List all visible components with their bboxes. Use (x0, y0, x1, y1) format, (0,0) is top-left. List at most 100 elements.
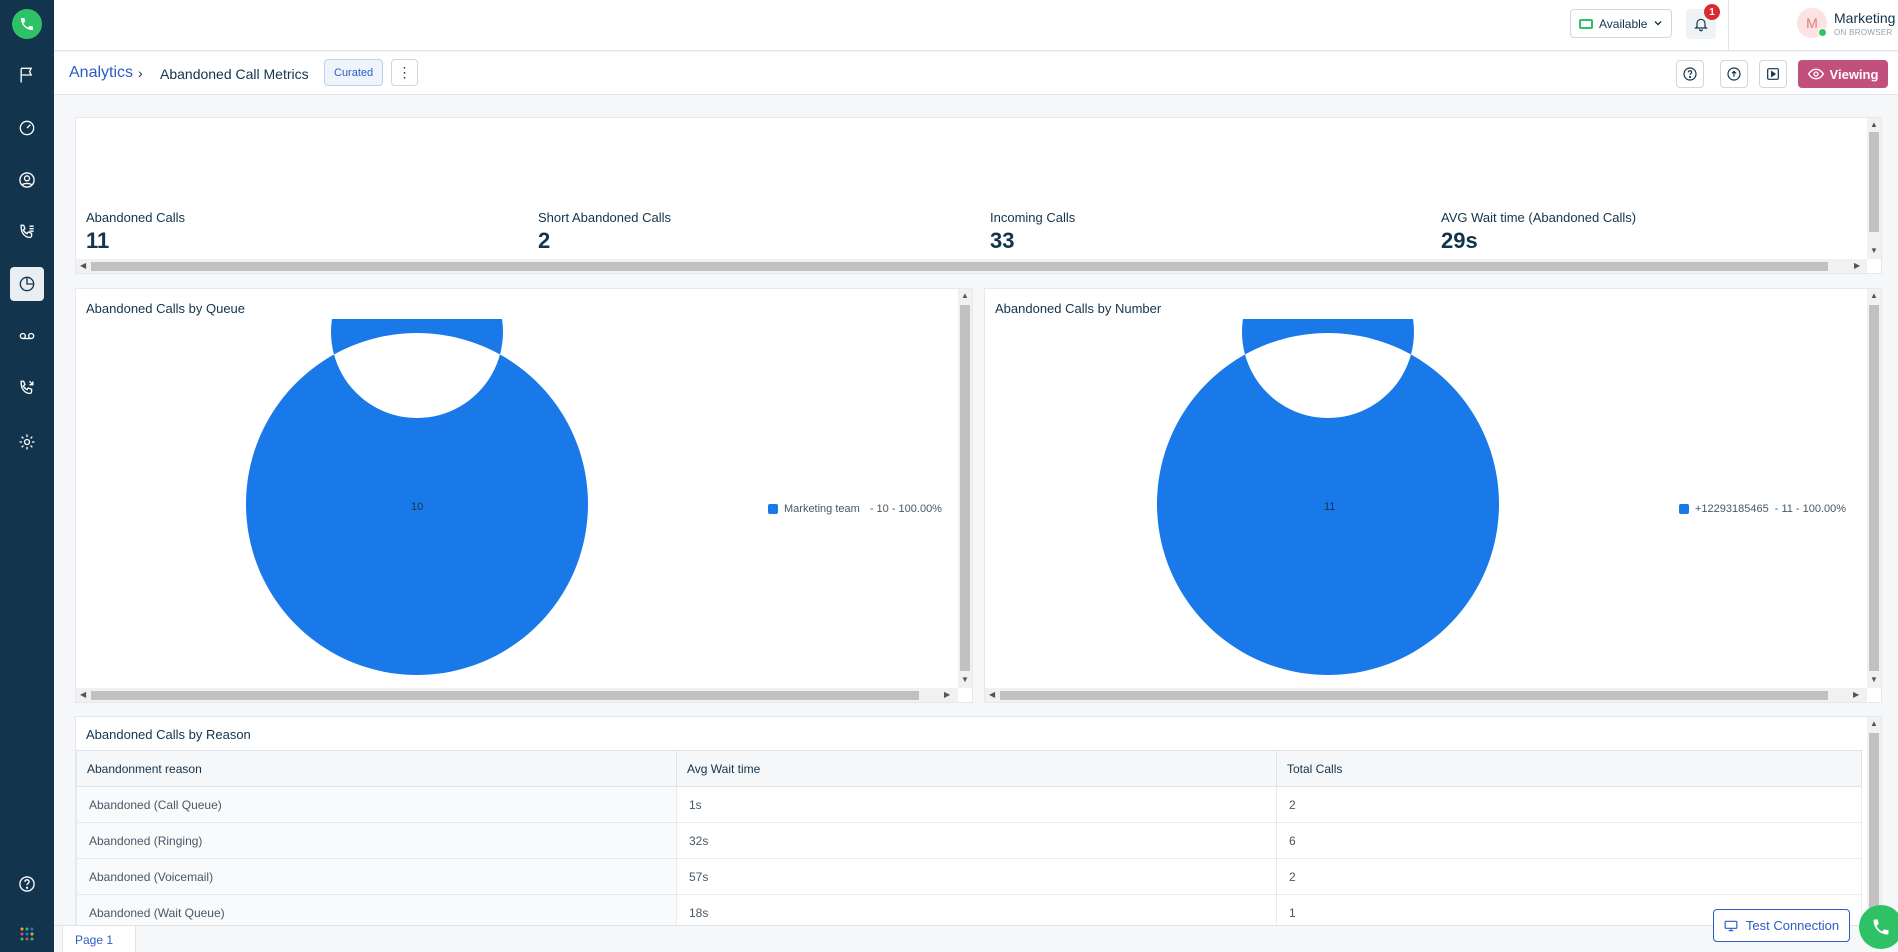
kpi-label: AVG Wait time (Abandoned Calls) (1441, 210, 1637, 225)
scroll-thumb[interactable] (1869, 305, 1879, 671)
notification-badge: 1 (1704, 4, 1720, 20)
scroll-down-arrow[interactable]: ▼ (1870, 675, 1878, 684)
number-legend-item[interactable]: +12293185465 - 11 - 100.00% (1679, 503, 1846, 515)
viewing-label: Viewing (1829, 66, 1879, 82)
scroll-thumb[interactable] (960, 305, 970, 671)
speedometer-icon[interactable] (10, 111, 44, 145)
sidebar (0, 0, 54, 952)
scroll-up-arrow[interactable]: ▲ (961, 291, 969, 300)
page-title: Abandoned Call Metrics (160, 66, 309, 82)
breadcrumb-separator: › (138, 65, 143, 81)
horizontal-scrollbar[interactable]: ◀ ▶ (76, 688, 958, 702)
donut-slice[interactable] (246, 319, 588, 675)
donut-slice[interactable] (1157, 319, 1499, 675)
table-cell: 2 (1276, 786, 1862, 823)
column-header[interactable]: Total Calls (1276, 750, 1862, 787)
scroll-left-arrow[interactable]: ◀ (989, 690, 996, 699)
kpi-value: 11 (86, 228, 110, 253)
analytics-icon[interactable] (10, 267, 44, 301)
reason-table-title: Abandoned Calls by Reason (86, 727, 251, 742)
eye-icon (1807, 68, 1824, 80)
table-cell: 32s (676, 822, 1277, 859)
play-icon (1767, 68, 1779, 80)
divider (1728, 0, 1729, 51)
table-cell: 1s (676, 786, 1277, 823)
flag-icon[interactable] (10, 58, 44, 92)
scroll-left-arrow[interactable]: ◀ (80, 261, 87, 270)
kpi-label: Incoming Calls (990, 210, 1076, 225)
number-donut-center-label: 11 (1324, 501, 1336, 513)
scroll-thumb[interactable] (91, 262, 1828, 271)
apps-grid-icon[interactable] (10, 917, 44, 951)
queue-chart-panel: Abandoned Calls by Queue 10 Marketing te… (75, 288, 973, 703)
upload-icon (1727, 67, 1741, 81)
table-row: Abandoned (Voicemail) 57s 2 (76, 858, 1862, 895)
call-button[interactable] (1859, 905, 1898, 949)
monitor-icon (1724, 920, 1738, 931)
scroll-down-arrow[interactable]: ▼ (1870, 246, 1878, 255)
legend-swatch (768, 504, 778, 514)
viewing-button[interactable]: Viewing (1798, 60, 1888, 88)
table-cell: 6 (1276, 822, 1862, 859)
user-status-sub: ON BROWSER (1834, 28, 1893, 37)
queue-donut-center-label: 10 (411, 501, 424, 513)
availability-dropdown[interactable]: Available (1570, 9, 1672, 38)
gear-icon[interactable] (10, 425, 44, 459)
contact-icon[interactable] (10, 163, 44, 197)
kpi-label: Short Abandoned Calls (538, 210, 671, 225)
legend-detail: - 11 - 100.00% (1774, 503, 1847, 515)
test-connection-button[interactable]: Test Connection (1713, 909, 1850, 942)
phone-settings-icon[interactable] (10, 371, 44, 405)
table-row: Abandoned (Ringing) 32s 6 (76, 822, 1862, 859)
vertical-scrollbar[interactable]: ▲ ▼ (958, 289, 972, 688)
page-tab[interactable]: Page 1 (62, 926, 136, 952)
queue-legend-item[interactable]: Marketing team - 10 - 100.00% (768, 503, 942, 515)
help-icon[interactable] (10, 867, 44, 901)
call-log-icon[interactable] (10, 215, 44, 249)
table-cell: Abandoned (Ringing) (76, 822, 677, 859)
scroll-up-arrow[interactable]: ▲ (1870, 719, 1878, 728)
vertical-scrollbar[interactable]: ▲ (1867, 717, 1881, 935)
reason-table: Abandonment reason Avg Wait time Total C… (76, 750, 1862, 931)
breadcrumb-analytics[interactable]: Analytics (69, 64, 134, 81)
vertical-scrollbar[interactable]: ▲ ▼ (1867, 118, 1881, 259)
vertical-scrollbar[interactable]: ▲ ▼ (1867, 289, 1881, 688)
kpi-value: 33 (990, 228, 1015, 253)
number-chart-panel: Abandoned Calls by Number 11 +1229318546… (984, 288, 1882, 703)
help-button[interactable] (1676, 60, 1704, 88)
kpi-value: 29s (1441, 228, 1478, 253)
legend-detail: - 10 - 100.00% (869, 503, 942, 515)
monitor-icon (1579, 18, 1593, 29)
bell-icon (1694, 18, 1708, 32)
number-donut-chart (1157, 319, 1499, 675)
scroll-up-arrow[interactable]: ▲ (1870, 291, 1878, 300)
table-row: Abandoned (Call Queue) 1s 2 (76, 786, 1862, 823)
chevron-down-icon (1654, 21, 1662, 26)
present-button[interactable] (1759, 60, 1787, 88)
online-status-dot (1818, 28, 1827, 37)
scroll-thumb[interactable] (1869, 132, 1879, 232)
user-name[interactable]: Marketing Team (1834, 10, 1898, 26)
scroll-right-arrow[interactable]: ▶ (1854, 261, 1861, 270)
scroll-thumb[interactable] (91, 691, 919, 700)
scroll-right-arrow[interactable]: ▶ (944, 690, 951, 699)
scroll-down-arrow[interactable]: ▼ (961, 675, 969, 684)
export-button[interactable] (1720, 60, 1748, 88)
more-options-button[interactable]: ⋮ (391, 59, 418, 86)
scroll-thumb[interactable] (1000, 691, 1828, 700)
column-header[interactable]: Abandonment reason (76, 750, 677, 787)
legend-name: +12293185465 (1695, 503, 1769, 515)
kpi-value: 2 (538, 228, 551, 253)
phone-logo-icon[interactable] (12, 9, 42, 39)
curated-tag: Curated (324, 59, 384, 86)
queue-chart-title: Abandoned Calls by Queue (86, 301, 246, 316)
scroll-right-arrow[interactable]: ▶ (1853, 690, 1860, 699)
scroll-thumb[interactable] (1869, 733, 1879, 935)
scroll-left-arrow[interactable]: ◀ (80, 690, 87, 699)
horizontal-scrollbar[interactable]: ◀ ▶ (76, 259, 1867, 273)
column-header[interactable]: Avg Wait time (676, 750, 1277, 787)
horizontal-scrollbar[interactable]: ◀ ▶ (985, 688, 1867, 702)
kpi-panel: Abandoned Calls 11 Short Abandoned Calls… (75, 117, 1882, 274)
voicemail-icon[interactable] (10, 319, 44, 353)
scroll-up-arrow[interactable]: ▲ (1870, 120, 1878, 129)
